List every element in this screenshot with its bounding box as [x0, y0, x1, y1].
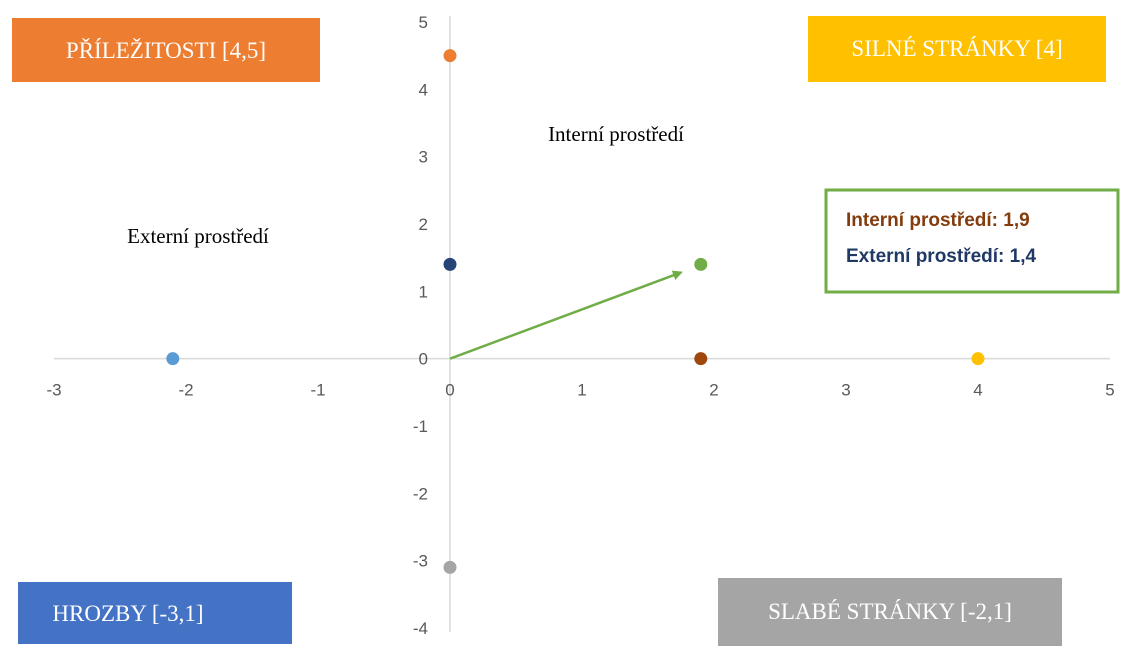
y-axis-ticks: 5 4 3 2 1 0 -1 -2 -3 -4: [413, 13, 428, 638]
data-point: [166, 352, 180, 366]
y-tick-label: 5: [419, 13, 428, 32]
quadrant-label-opportunities: PŘÍLEŽITOSTI [4,5]: [12, 18, 320, 82]
data-point: [443, 560, 457, 574]
y-tick-label: -3: [413, 552, 428, 571]
x-tick-label: 0: [445, 381, 454, 400]
quadrant-text-threats: HROZBY [-3,1]: [52, 601, 203, 626]
x-tick-label: 3: [841, 381, 850, 400]
info-line-external: Externí prostředí: 1,4: [846, 246, 1036, 267]
y-tick-label: 3: [419, 148, 428, 167]
quadrant-label-threats: HROZBY [-3,1]: [18, 582, 292, 644]
y-tick-label: -4: [413, 619, 428, 638]
y-tick-label: 4: [419, 80, 428, 99]
annotation-external: Externí prostředí: [127, 224, 269, 248]
quadrant-text-strengths: SILNÉ STRÁNKY [4]: [851, 36, 1062, 61]
info-box-border: [824, 188, 1120, 294]
quadrant-label-strengths: SILNÉ STRÁNKY [4]: [808, 16, 1106, 82]
y-tick-label: 0: [419, 350, 428, 369]
quadrant-text-weaknesses: SLABÉ STRÁNKY [-2,1]: [768, 599, 1012, 624]
data-point: [694, 352, 708, 366]
data-point: [971, 352, 985, 366]
annotation-internal: Interní prostředí: [548, 122, 684, 146]
info-box: Interní prostředí: 1,9 Externí prostředí…: [824, 188, 1120, 294]
quadrant-box-threats: [18, 582, 292, 644]
data-point: [443, 257, 457, 271]
axes: [54, 16, 1110, 632]
quadrant-text-opportunities: PŘÍLEŽITOSTI [4,5]: [66, 38, 266, 63]
x-tick-label: -2: [178, 381, 193, 400]
result-vector-arrow: [449, 270, 683, 360]
data-points: [166, 49, 985, 574]
x-axis-ticks: -3 -2 -1 0 1 2 3 4 5: [46, 381, 1114, 400]
vector-layer: [449, 270, 683, 360]
quadrant-box-opportunities: [12, 18, 320, 82]
y-tick-label: -1: [413, 417, 428, 436]
quadrant-box-strengths: [808, 16, 1106, 82]
data-point: [694, 257, 708, 271]
x-tick-label: 4: [973, 381, 982, 400]
y-tick-label: 1: [419, 282, 428, 301]
x-tick-label: 1: [577, 381, 586, 400]
x-tick-label: -1: [310, 381, 325, 400]
x-tick-label: 5: [1105, 381, 1114, 400]
x-tick-label: 2: [709, 381, 718, 400]
y-tick-label: -2: [413, 484, 428, 503]
y-tick-label: 2: [419, 215, 428, 234]
quadrant-box-weaknesses: [718, 578, 1062, 646]
info-line-internal: Interní prostředí: 1,9: [846, 210, 1030, 231]
x-tick-label: -3: [46, 381, 61, 400]
data-point: [443, 49, 457, 63]
quadrant-label-weaknesses: SLABÉ STRÁNKY [-2,1]: [718, 578, 1062, 646]
